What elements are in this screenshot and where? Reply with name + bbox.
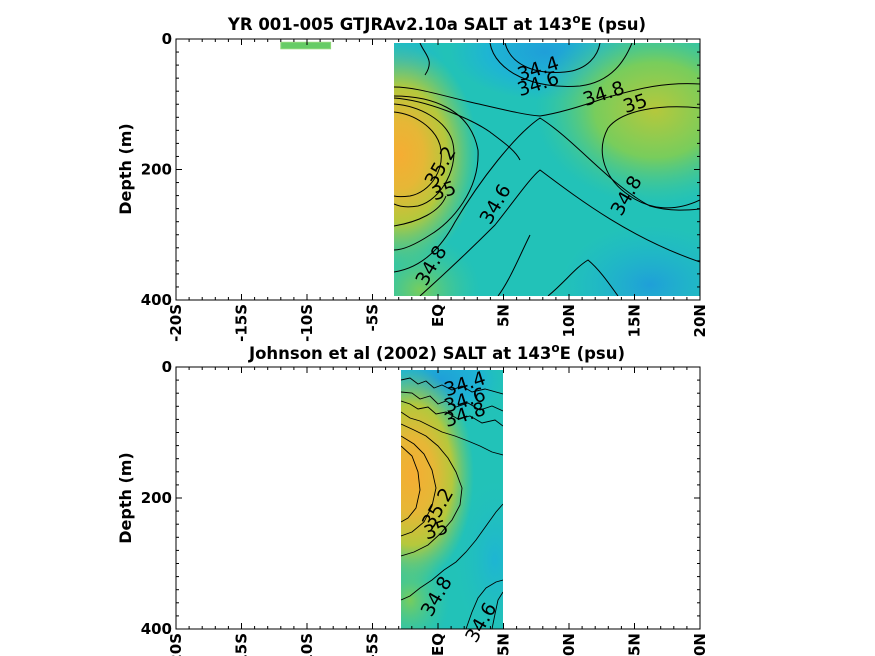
contour-line [401,503,503,601]
contour-line [394,117,700,273]
y-tick-label: 0 [162,30,172,48]
top-panel: YR 001-005 GTJRAv2.10a SALT at 143oE (ps… [116,12,709,342]
contour-line [601,106,700,209]
contour-line [547,259,619,296]
contour-line [394,111,442,198]
x-tick-label: 20N [691,633,709,656]
contour-line [497,234,531,296]
contour-line [401,400,503,427]
x-tick-label: 10N [560,633,578,656]
x-tick-label: -10S [298,633,316,656]
contour-line [401,377,503,395]
x-tick-label: 20N [691,304,709,337]
x-tick-label: EQ [429,304,447,327]
contour-line [401,435,437,537]
bottom-axis-ticks: -20S -15S -10S -5S EQ 5N 10N 15N 20N 0 200 400 [141,358,709,656]
contour-line [401,411,503,456]
x-tick-label: -15S [233,304,251,342]
x-tick-label: 15N [626,304,644,337]
contour-line [394,103,455,208]
top-y-axis-label: Depth (m) [116,123,135,215]
contour-line [401,445,421,523]
x-tick-label: -5S [364,633,382,656]
x-tick-label: EQ [429,633,447,656]
contour-line [394,97,521,161]
y-tick-label: 0 [162,358,172,376]
contour-line [401,391,503,412]
contour-line [504,43,601,73]
top-panel-title: YR 001-005 GTJRAv2.10a SALT at 143oE (ps… [227,12,646,34]
x-tick-label: 5N [495,304,513,327]
y-tick-label: 400 [141,291,172,309]
x-tick-label: -20S [167,304,185,342]
x-tick-label: 10N [560,304,578,337]
contour-line [489,43,633,88]
contour-line [401,423,463,557]
x-tick-label: -5S [364,304,382,331]
contour-line [491,591,503,629]
bottom-panel-title: Johnson et al (2002) SALT at 143oE (psu) [248,341,625,363]
contour-line [419,43,430,76]
contour-line [394,195,447,227]
bottom-salinity-field [401,370,503,629]
top-surface-strip [280,41,332,50]
x-tick-label: 15N [626,633,644,656]
contour-line [465,579,503,629]
x-tick-label: -15S [233,633,251,656]
bottom-panel: Johnson et al (2002) SALT at 143oE (psu)… [116,341,709,656]
top-contour-lines [394,43,700,296]
x-tick-label: -20S [167,633,185,656]
contour-line [394,95,479,251]
contour-line [394,83,700,117]
top-axis-ticks: -20S -15S -10S -5S EQ 5N 10N 15N 20N 0 200 400 [141,30,709,342]
contour-line [419,169,700,296]
x-tick-label: 5N [495,633,513,656]
y-tick-label: 400 [141,620,172,638]
y-tick-label: 200 [141,161,172,179]
y-tick-label: 200 [141,489,172,507]
bottom-contour-lines [401,377,503,629]
bottom-y-axis-label: Depth (m) [116,452,135,544]
x-tick-label: -10S [298,304,316,342]
top-salinity-field [394,43,700,296]
